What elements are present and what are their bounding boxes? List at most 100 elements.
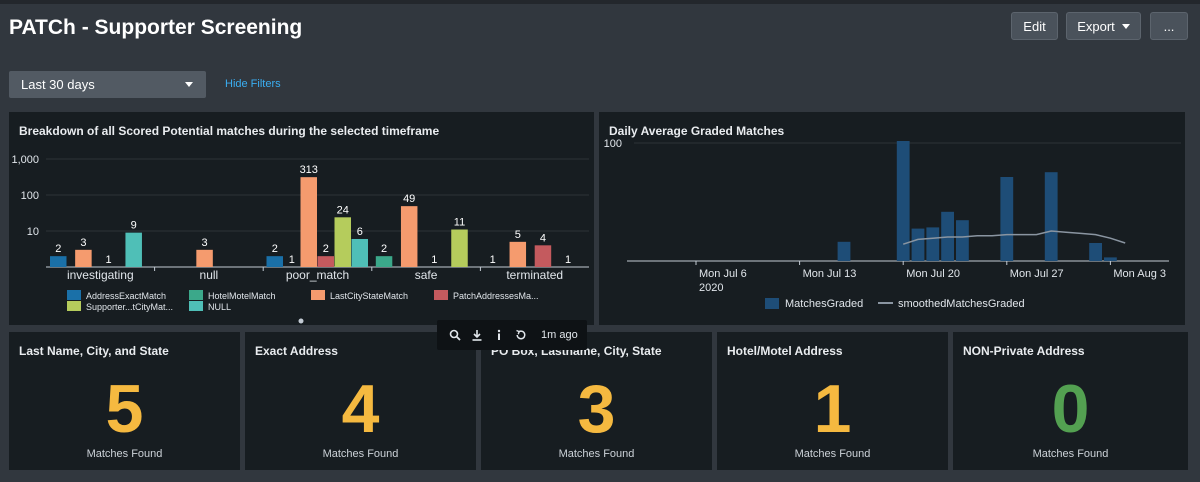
x-tick-label: Mon Jul 27 [1010,268,1064,280]
bar [926,227,940,261]
chevron-down-icon [1121,23,1130,29]
data-label: 2 [381,243,387,255]
data-label: 6 [357,226,363,238]
x-tick-label: poor_match [286,268,349,282]
legend-swatch [189,290,203,300]
daily-panel: Daily Average Graded Matches 100 Mon Jul … [599,112,1185,325]
bar [317,256,334,267]
data-label: 4 [540,232,546,244]
stat-value: 1 [813,371,852,447]
legend-label: PatchAddressesMa... [453,291,539,301]
legend-label: smoothedMatchesGraded [898,298,1025,310]
legend-label: MatchesGraded [785,298,863,310]
legend-swatch [67,301,81,311]
stat-title: NON-Private Address [963,344,1085,358]
bar [509,241,527,267]
stat-value: 0 [1051,371,1090,447]
stat-title: Hotel/Motel Address [727,344,843,358]
download-icon[interactable] [469,327,485,343]
data-label: 11 [454,217,465,229]
bar [196,249,213,267]
data-label: 2 [323,243,329,255]
data-label: 1 [565,254,571,266]
export-button[interactable]: Export [1066,12,1141,40]
timerange-value: Last 30 days [21,77,95,92]
bar [911,228,925,261]
timerange-picker[interactable]: Last 30 days [9,71,206,98]
y-tick-label: 10 [27,226,39,238]
data-label: 5 [515,229,521,241]
stat-label: Matches Found [1032,448,1109,460]
data-label: 313 [300,164,318,176]
page-title: PATCh - Supporter Screening [9,16,303,39]
export-button-label: Export [1077,18,1115,34]
daily-panel-title: Daily Average Graded Matches [609,124,785,138]
data-label: 2 [55,243,61,255]
refresh-icon[interactable] [513,327,529,343]
panel-toolbar: 1m ago [437,320,587,350]
y-tick-label: 1,000 [11,154,39,166]
bar [125,232,142,267]
x-tick-year: 2020 [699,282,723,294]
data-label: 3 [80,237,86,249]
more-actions-label: ... [1163,18,1175,34]
legend-label: NULL [208,302,231,312]
data-label: 24 [337,204,349,216]
chevron-down-icon [185,82,193,87]
stat-panel: Exact Address 4 Matches Found [245,332,476,470]
data-label: 1 [431,254,437,266]
legend-label: AddressExactMatch [86,291,166,301]
page-indicator-dot [298,318,304,324]
bar [1104,257,1117,261]
search-icon[interactable] [447,327,463,343]
stat-label: Matches Found [322,448,399,460]
x-tick-label: Mon Aug 3 [1113,268,1166,280]
info-icon[interactable] [491,327,507,343]
legend-swatch [311,290,325,300]
legend-swatch [434,290,448,300]
x-tick-label: terminated [506,268,563,282]
stat-panel: NON-Private Address 0 Matches Found [953,332,1188,470]
legend-swatch [67,290,81,300]
hide-filters-link[interactable]: Hide Filters [225,78,281,90]
breakdown-panel-title: Breakdown of all Scored Potential matche… [19,124,440,138]
stat-value: 4 [341,371,380,447]
bar [1089,243,1102,261]
stat-label: Matches Found [794,448,871,460]
stat-label: Matches Found [558,448,635,460]
top-divider [0,0,1200,4]
stat-label: Matches Found [86,448,163,460]
bar [896,141,910,261]
bar [1044,172,1058,261]
bar [300,177,317,267]
bar [451,229,468,267]
data-label: 2 [272,243,278,255]
refresh-time: 1m ago [541,329,578,341]
stat-panel: PO Box, Lastname, City, State 3 Matches … [481,332,712,470]
stat-panel: Last Name, City, and State 5 Matches Fou… [9,332,240,470]
bar [1000,177,1014,261]
daily-chart: 100 Mon Jul 6 Mon Jul 13 Mon Jul 20 Mon Jul … [604,138,1181,310]
bar [266,256,283,267]
bar [837,241,851,261]
bar [956,220,969,261]
edit-button[interactable]: Edit [1011,12,1058,40]
legend-swatch [765,298,779,309]
legend-label: HotelMotelMatch [208,291,276,301]
stat-value: 5 [105,371,144,447]
x-tick-label: Mon Jul 20 [906,268,960,280]
bar [351,238,368,267]
bar [534,245,552,267]
legend-swatch [189,301,203,311]
stat-title: Exact Address [255,344,338,358]
data-label: 1 [490,254,496,266]
data-label: 3 [202,237,208,249]
more-actions-button[interactable]: ... [1150,12,1188,40]
data-label: 1 [105,254,111,266]
breakdown-panel: Breakdown of all Scored Potential matche… [9,112,594,325]
bar [75,249,92,267]
y-tick-label: 100 [21,190,39,202]
x-tick-label: safe [415,268,438,282]
legend-label: Supporter...tCityMat... [86,302,173,312]
data-label: 1 [289,254,295,266]
